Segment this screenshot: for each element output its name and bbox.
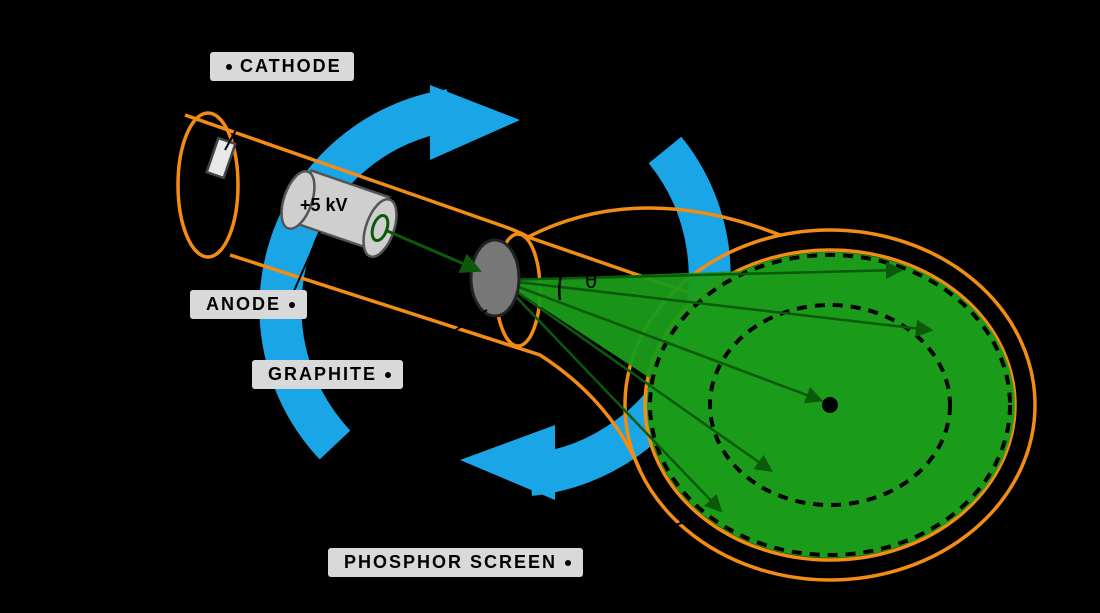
graphite-disc	[471, 240, 519, 316]
beam-cone	[500, 252, 1015, 558]
cathode-label: CATHODE	[210, 52, 354, 81]
anode-voltage-text: +5 kV	[300, 195, 348, 216]
theta-label: θ	[585, 268, 597, 294]
phosphor-label: PHOSPHOR SCREEN	[328, 548, 583, 577]
diffraction-diagram	[0, 0, 1100, 613]
phosphor-label-text: PHOSPHOR SCREEN	[344, 552, 557, 573]
graphite-label: GRAPHITE	[252, 360, 403, 389]
center-spot	[822, 397, 838, 413]
beam-initial	[385, 230, 478, 270]
anode-label: ANODE	[190, 290, 307, 319]
cathode-label-text: CATHODE	[240, 56, 342, 77]
graphite-label-text: GRAPHITE	[268, 364, 377, 385]
anode-label-text: ANODE	[206, 294, 281, 315]
cathode-plate	[207, 138, 236, 178]
